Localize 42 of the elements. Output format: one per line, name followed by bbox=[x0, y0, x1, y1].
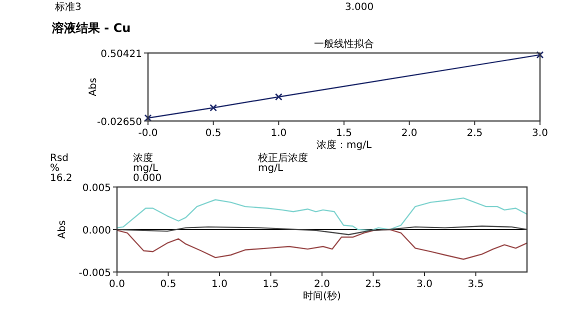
line-series bbox=[116, 197, 528, 231]
x-tick-label: -0.0 bbox=[138, 128, 158, 139]
x-tick-label: 0.0 bbox=[109, 279, 125, 290]
x-tick-label: 3.0 bbox=[416, 279, 432, 290]
x-tick-label: 0.5 bbox=[205, 128, 222, 139]
text: mg/L bbox=[258, 163, 284, 174]
y-tick-label: -0.005 bbox=[78, 268, 111, 279]
text: 0.000 bbox=[133, 173, 162, 184]
line-series bbox=[116, 228, 528, 260]
text: 校正后浓度 bbox=[257, 152, 308, 164]
x-axis-title: 时间(秒) bbox=[303, 290, 341, 302]
x-tick-label: 2.5 bbox=[365, 279, 382, 290]
x-tick-label: 2.0 bbox=[314, 279, 330, 290]
x-tick-label: 2.5 bbox=[466, 128, 483, 139]
y-axis-title: Abs bbox=[57, 220, 68, 239]
chart-subtitle: 一般线性拟合 bbox=[314, 38, 374, 50]
text: Rsd bbox=[50, 153, 69, 164]
text: mg/L bbox=[133, 163, 158, 174]
x-tick-label: 1.5 bbox=[262, 279, 279, 290]
x-tick-label: 1.5 bbox=[336, 128, 352, 139]
x-tick-label: 1.0 bbox=[270, 128, 287, 139]
text: 16.2 bbox=[50, 173, 72, 184]
x-tick-label: 3.5 bbox=[468, 279, 484, 290]
y-tick-label: 0.005 bbox=[82, 183, 111, 194]
point bbox=[536, 51, 544, 59]
chart-title: 溶液结果 - Cu bbox=[51, 21, 131, 35]
y-tick-label: 0.000 bbox=[82, 226, 111, 236]
x-tick-label: 1.0 bbox=[212, 279, 228, 290]
x-tick-label: 3.0 bbox=[532, 128, 548, 139]
point bbox=[274, 93, 282, 101]
text: % bbox=[50, 163, 60, 174]
text: 3.000 bbox=[345, 2, 374, 13]
x-tick-label: 2.0 bbox=[401, 128, 418, 139]
text: 浓度 bbox=[133, 152, 153, 164]
x-tick-label: 0.5 bbox=[160, 279, 176, 290]
line-series bbox=[116, 226, 528, 236]
y-tick-label: -0.02650 bbox=[97, 117, 142, 128]
text: 标准3 bbox=[54, 1, 82, 13]
point bbox=[210, 104, 218, 112]
x-axis-title: 浓度：mg/L bbox=[316, 139, 372, 151]
y-axis-title: Abs bbox=[88, 78, 99, 96]
y-tick-label: 0.50421 bbox=[100, 49, 142, 60]
